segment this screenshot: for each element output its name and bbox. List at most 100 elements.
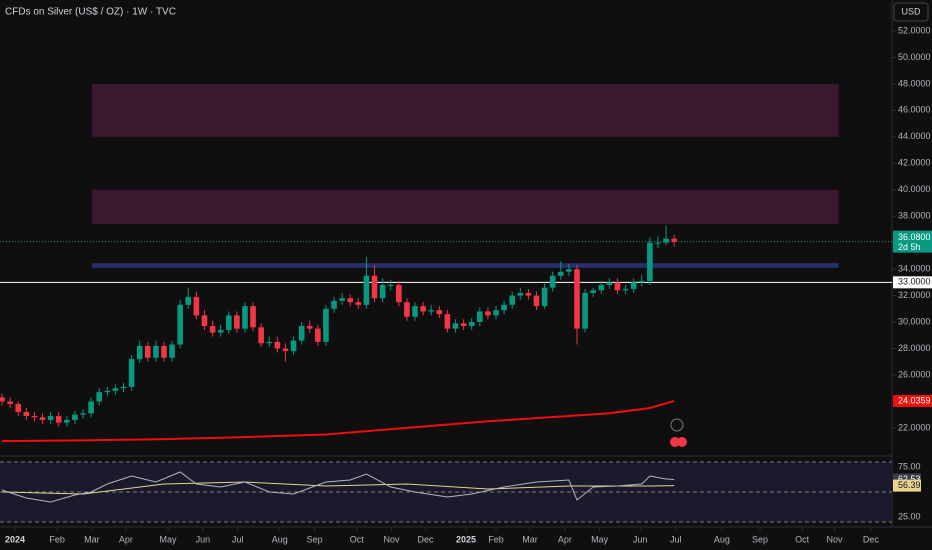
candle-body (339, 298, 345, 301)
candle-body (566, 269, 572, 272)
candle-body (323, 308, 329, 342)
candle-body (120, 386, 127, 389)
candle-body (169, 344, 175, 358)
candle-body (671, 238, 677, 242)
candle-body (614, 282, 621, 291)
y-tick-label: 28.0000 (898, 343, 931, 353)
candle-body (655, 242, 661, 244)
candle-body (638, 281, 645, 283)
rsi-line (1, 471, 675, 503)
candle-body (201, 315, 208, 327)
candle-body (355, 302, 362, 305)
candle-body (412, 306, 418, 317)
currency-button[interactable] (893, 2, 929, 22)
candle-body (517, 292, 524, 296)
candle-body (153, 345, 159, 358)
candle-body (306, 326, 313, 329)
rsi-value-label: 62.53 (898, 474, 921, 484)
y-tick-label: 34.0000 (898, 263, 931, 273)
candle-body (501, 304, 507, 311)
zone (91, 263, 839, 268)
x-tick-label: Oct (350, 534, 365, 544)
x-tick-label: Aug (714, 534, 730, 544)
candle-body (0, 397, 5, 402)
x-tick-label: Dec (863, 534, 880, 544)
rsi-tick-label: 25.00 (898, 511, 921, 521)
y-tick-label: 22.0000 (898, 422, 931, 432)
candle-body (663, 238, 669, 243)
y-tick-label: 30.0000 (898, 316, 931, 326)
candle-body (274, 341, 281, 349)
x-tick-label: Dec (418, 534, 435, 544)
candle-body (64, 419, 70, 423)
x-tick-label: 2024 (5, 534, 25, 544)
candle-body (574, 269, 580, 329)
y-tick-label: 44.0000 (898, 131, 931, 141)
candle-body (242, 306, 248, 329)
candle-body (290, 340, 297, 352)
candle-body (509, 295, 516, 305)
y-tick-label: 48.0000 (898, 78, 931, 88)
candle-body (477, 311, 483, 323)
y-tick-label: 32.0000 (898, 290, 931, 300)
candle-body (557, 271, 564, 276)
currency-label[interactable]: USD (901, 6, 921, 16)
y-tick-label: 26.0000 (898, 369, 931, 379)
candle-body (104, 390, 111, 393)
candle-body (379, 284, 386, 299)
x-tick-label: Mar (522, 534, 538, 544)
candle-body (468, 322, 475, 327)
chart-title: CFDs on Silver (US$ / OZ) · 1W · TVC (5, 7, 176, 18)
event-icon[interactable] (670, 437, 680, 447)
ma-box (893, 394, 932, 407)
candle-body (80, 413, 86, 415)
rsi-tick-label: 75.00 (898, 461, 921, 471)
candle-body (234, 315, 240, 329)
x-tick-label: Feb (488, 534, 504, 544)
x-tick-label: Jul (670, 534, 682, 544)
zone (91, 189, 839, 225)
candle-body (460, 323, 467, 327)
y-tick-label: 40.0000 (898, 184, 931, 194)
x-tick-label: Jun (633, 534, 648, 544)
x-tick-label: Jun (196, 534, 211, 544)
candle-body (72, 414, 78, 420)
level-box (893, 276, 932, 289)
last-price-box (893, 230, 932, 253)
candle-body (525, 292, 532, 296)
candle-body (266, 341, 273, 344)
candle-body (598, 284, 605, 291)
rsi-ma-label: 56.39 (898, 480, 921, 490)
candle-body (112, 388, 119, 391)
candle-body (630, 282, 637, 289)
event-icon[interactable] (670, 418, 684, 432)
candle-body (387, 284, 394, 286)
x-tick-label: Mar (84, 534, 100, 544)
candle-body (161, 345, 167, 358)
candle-body (315, 328, 321, 342)
candle-body (363, 275, 370, 305)
last-price-label: 36.0800 (898, 232, 931, 242)
x-tick-label: Feb (49, 534, 65, 544)
x-tick-label: Oct (795, 534, 810, 544)
candle-body (485, 311, 491, 316)
last-price-countdown: 2d 5h (898, 242, 921, 252)
x-tick-label: Nov (384, 534, 401, 544)
candle-body (428, 310, 435, 312)
x-tick-label: Sep (752, 534, 768, 544)
candle-body (420, 306, 426, 312)
x-tick-label: 2025 (456, 534, 476, 544)
candle-body (15, 404, 22, 413)
y-tick-label: 46.0000 (898, 105, 931, 115)
candle-body (452, 323, 459, 329)
moving-average (1, 399, 675, 443)
candle-body (404, 302, 410, 317)
event-icon[interactable] (677, 437, 687, 447)
y-tick-label: 42.0000 (898, 158, 931, 168)
x-tick-label: May (160, 534, 178, 544)
candle-body (128, 359, 135, 387)
candle-body (47, 415, 54, 420)
x-tick-label: Jul (232, 534, 244, 544)
y-tick-label: 50.0000 (898, 52, 931, 62)
